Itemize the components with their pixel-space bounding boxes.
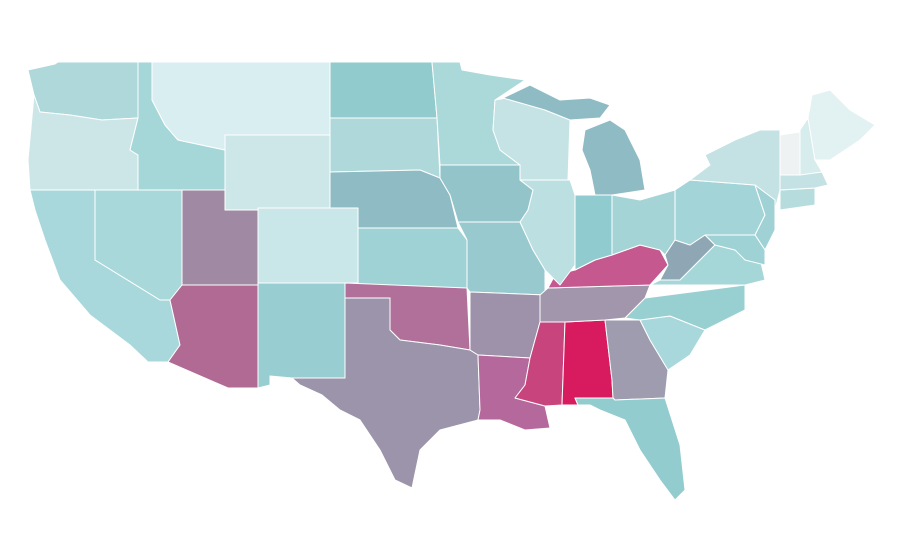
state [799,117,823,176]
state [291,297,481,489]
state [779,131,801,176]
state [167,284,259,389]
state [27,61,139,121]
state [329,117,441,179]
state [357,227,468,289]
state [581,119,646,196]
state [257,207,359,284]
state [257,282,346,389]
state [502,84,611,121]
state [779,187,816,211]
state [624,284,746,331]
state [519,179,576,286]
state [224,134,331,211]
state [561,319,614,406]
state [561,397,686,501]
state [704,234,766,266]
state [611,189,676,256]
state [807,89,876,161]
state [329,61,438,119]
